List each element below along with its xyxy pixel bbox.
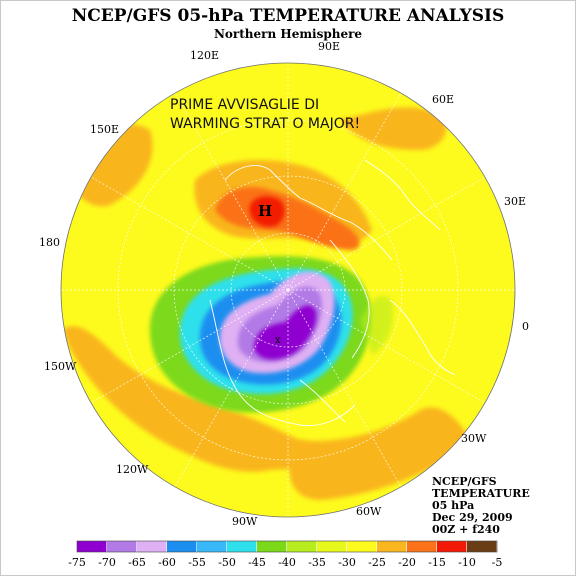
legend-label: -10 [458, 556, 476, 569]
high-pressure-label: H [258, 202, 272, 220]
legend-swatch [347, 541, 377, 552]
legend-swatch [227, 541, 257, 552]
legend-swatch [467, 541, 497, 552]
info-block: NCEP/GFS TEMPERATURE 05 hPa Dec 29, 2009… [432, 476, 530, 536]
lon-label-30w: 30W [461, 432, 487, 445]
map-subtitle: Northern Hemisphere [213, 27, 363, 41]
coastlines [209, 159, 456, 427]
legend-label: -45 [248, 556, 266, 569]
annotation-line-2: WARMING STRAT O MAJOR! [170, 116, 361, 132]
lon-label-120e: 120E [190, 49, 220, 62]
legend-swatch [287, 541, 317, 552]
info-source: NCEP/GFS [432, 475, 497, 488]
temperature-field [61, 63, 515, 517]
info-level: 05 hPa [432, 499, 475, 512]
map-title: NCEP/GFS 05-hPa TEMPERATURE ANALYSIS [71, 6, 505, 26]
legend-swatch [317, 541, 347, 552]
pole-marker: x [275, 335, 281, 346]
warm-zone-east [340, 107, 447, 150]
legend-label: -20 [398, 556, 416, 569]
lon-label-90w: 90W [232, 515, 258, 528]
legend-label: -40 [278, 556, 296, 569]
vortex-ring-lightgreen [360, 296, 394, 355]
lon-label-60e: 60E [432, 93, 455, 106]
map-boundary [60, 62, 516, 518]
info-date: Dec 29, 2009 [432, 511, 513, 524]
legend-label: -35 [308, 556, 326, 569]
vortex-core-purple [254, 305, 317, 360]
lon-label-180: 180 [39, 236, 60, 249]
legend-label: -65 [128, 556, 146, 569]
legend-label: -15 [428, 556, 446, 569]
lon-label-150w: 150W [44, 360, 77, 373]
legend-label: -5 [492, 556, 503, 569]
legend-swatch [257, 541, 287, 552]
legend-swatch [167, 541, 197, 552]
legend-label: -55 [188, 556, 206, 569]
legend-swatch [107, 541, 137, 552]
legend-label: -60 [158, 556, 176, 569]
legend-label: -70 [98, 556, 116, 569]
lon-label-60w: 60W [356, 505, 382, 518]
legend-label: -75 [68, 556, 86, 569]
legend-swatch [407, 541, 437, 552]
warm-core-red [249, 196, 285, 227]
color-legend: -75 -70 -65 -60 -55 -50 -45 -40 -35 -30 -25 -20 -15-… [68, 540, 503, 569]
legend-swatch [197, 541, 227, 552]
warm-core-orange [215, 186, 360, 250]
annotation-text: PRIME AVVISAGLIE DI WARMING STRAT O MAJO… [170, 96, 430, 134]
lon-label-0: 0 [522, 320, 529, 333]
lon-label-30e: 30E [504, 195, 527, 208]
legend-swatch [437, 541, 467, 552]
lon-label-90e: 90E [318, 40, 341, 53]
legend-swatch [77, 541, 107, 552]
legend-swatch [137, 541, 167, 552]
annotation-line-1: PRIME AVVISAGLIE DI [170, 97, 320, 113]
info-variable: TEMPERATURE [432, 487, 530, 500]
legend-swatch [377, 541, 407, 552]
legend-frame [76, 540, 498, 553]
lon-label-150e: 150E [90, 123, 120, 136]
warm-zone-south [62, 326, 360, 472]
lon-label-120w: 120W [116, 463, 149, 476]
warm-zone-south-2 [289, 407, 470, 500]
legend-label: -30 [338, 556, 356, 569]
graticule [61, 63, 515, 517]
info-forecast: 00Z + f240 [432, 523, 500, 536]
legend-label: -25 [368, 556, 386, 569]
legend-label: -50 [218, 556, 236, 569]
